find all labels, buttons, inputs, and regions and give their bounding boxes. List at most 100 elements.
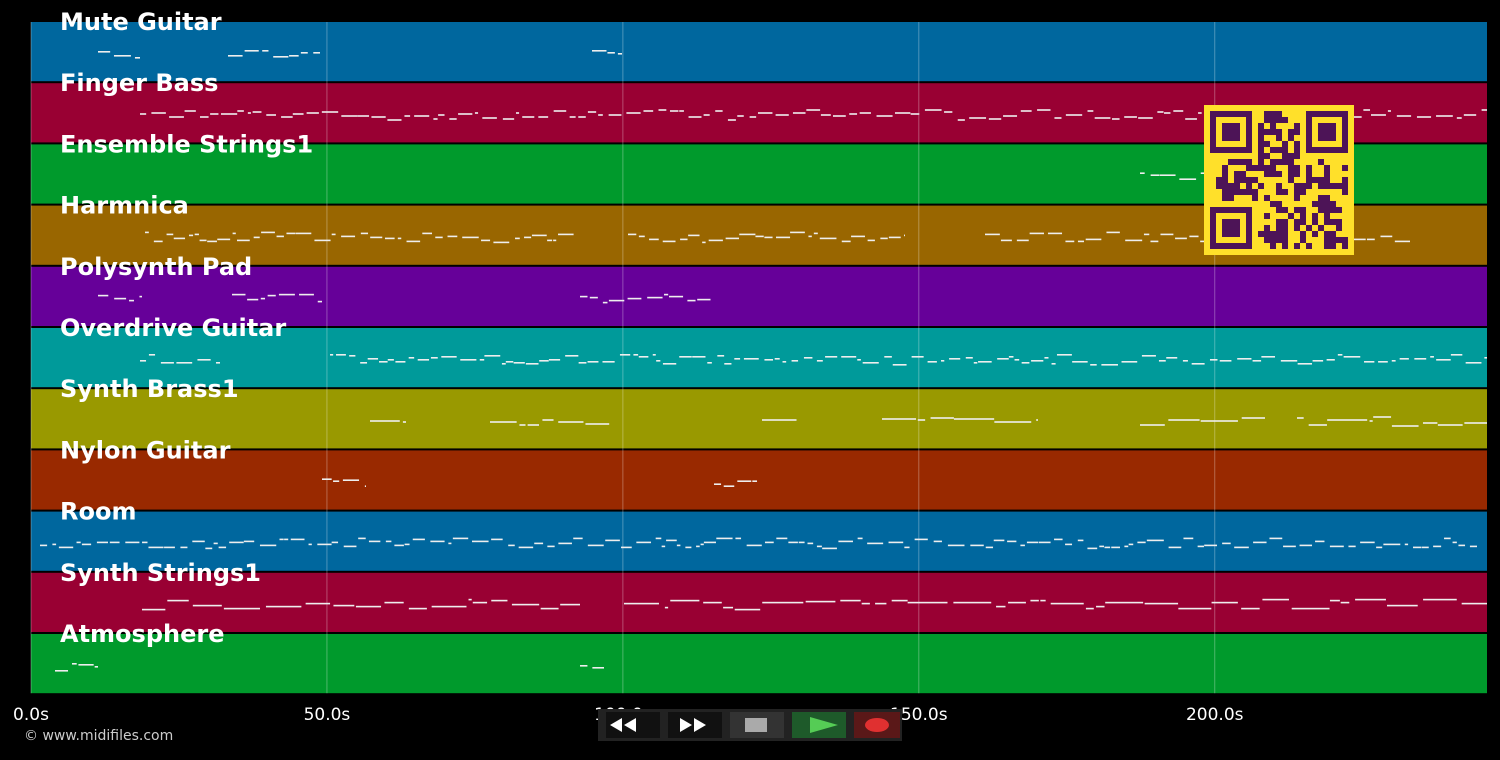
qr-cell	[1324, 207, 1330, 213]
note	[1104, 546, 1111, 549]
note	[592, 667, 604, 669]
note	[1222, 542, 1231, 545]
note	[192, 540, 205, 543]
note	[76, 541, 81, 544]
qr-cell	[1342, 129, 1348, 135]
note	[501, 363, 506, 365]
qr-cell	[1282, 159, 1288, 165]
note	[776, 236, 791, 239]
qr-cell	[1318, 129, 1324, 135]
note	[1007, 540, 1017, 543]
note	[1433, 545, 1442, 548]
note	[1430, 356, 1434, 358]
note	[322, 478, 332, 480]
qr-cell	[1330, 183, 1336, 189]
note	[1094, 117, 1111, 119]
note	[1168, 419, 1200, 421]
note	[134, 57, 140, 59]
note	[331, 233, 336, 236]
qr-cell	[1234, 111, 1240, 117]
note	[412, 538, 425, 541]
qr-cell	[1234, 159, 1240, 165]
note	[281, 116, 293, 118]
note	[217, 238, 231, 241]
note	[1087, 547, 1098, 550]
note	[944, 111, 953, 113]
qr-cell	[1330, 123, 1336, 129]
note	[151, 112, 166, 114]
note	[1185, 118, 1197, 120]
note	[1125, 239, 1143, 242]
qr-cell	[1336, 207, 1342, 213]
note	[395, 361, 406, 363]
note	[1040, 599, 1046, 602]
note	[452, 537, 469, 540]
note	[1124, 116, 1137, 118]
qr-cell	[1306, 123, 1312, 129]
qr-cell	[1306, 129, 1312, 135]
qr-cell	[1258, 147, 1264, 153]
note	[220, 113, 238, 115]
note	[199, 116, 209, 118]
note	[314, 239, 331, 242]
note	[735, 537, 742, 540]
qr-cell	[1222, 111, 1228, 117]
note	[608, 299, 625, 302]
track-labels: Mute Guitar Finger Bass Ensemble Strings1 H…	[60, 8, 313, 648]
note	[547, 545, 555, 548]
note	[232, 232, 236, 235]
qr-cell	[1288, 177, 1294, 183]
note	[333, 604, 355, 607]
note	[1164, 112, 1171, 114]
note	[924, 109, 942, 111]
note	[1391, 425, 1419, 427]
note	[253, 236, 260, 239]
note	[1168, 546, 1182, 549]
qr-cell	[1246, 117, 1252, 123]
qr-cell	[1282, 141, 1288, 147]
qr-cell	[1276, 159, 1282, 165]
qr-cell	[1258, 165, 1264, 171]
note	[176, 362, 193, 364]
qr-cell	[1324, 231, 1330, 237]
note	[1458, 544, 1466, 547]
note	[513, 362, 525, 364]
note	[199, 239, 207, 242]
qr-cell	[1306, 225, 1312, 231]
note	[819, 237, 837, 240]
qr-cell	[1228, 207, 1234, 213]
note	[1072, 361, 1088, 363]
qr-cell	[1282, 219, 1288, 225]
qr-cell	[1240, 243, 1246, 249]
note	[55, 670, 69, 672]
note	[715, 110, 723, 112]
qr-cell	[1264, 171, 1270, 177]
qr-cell	[1270, 111, 1276, 117]
qr-cell	[1282, 117, 1288, 123]
track-band	[31, 328, 1487, 388]
qr-cell	[1240, 189, 1246, 195]
note	[602, 361, 615, 363]
qr-cell	[1270, 159, 1276, 165]
qr-cell	[1342, 141, 1348, 147]
note	[524, 236, 532, 239]
note	[985, 546, 994, 549]
note	[1465, 362, 1482, 364]
note	[1383, 543, 1401, 546]
note	[755, 235, 764, 238]
qr-cell	[1234, 171, 1240, 177]
qr-cell	[1294, 147, 1300, 153]
qr-cell	[1210, 141, 1216, 147]
note	[1065, 240, 1075, 243]
note	[703, 114, 710, 116]
note	[658, 109, 667, 111]
track-label: Polysynth Pad	[60, 253, 252, 281]
note	[764, 236, 773, 239]
note	[394, 544, 404, 547]
note	[1363, 109, 1371, 111]
note	[1378, 361, 1388, 363]
qr-cell	[1222, 225, 1228, 231]
note	[697, 298, 711, 301]
note	[447, 235, 458, 238]
